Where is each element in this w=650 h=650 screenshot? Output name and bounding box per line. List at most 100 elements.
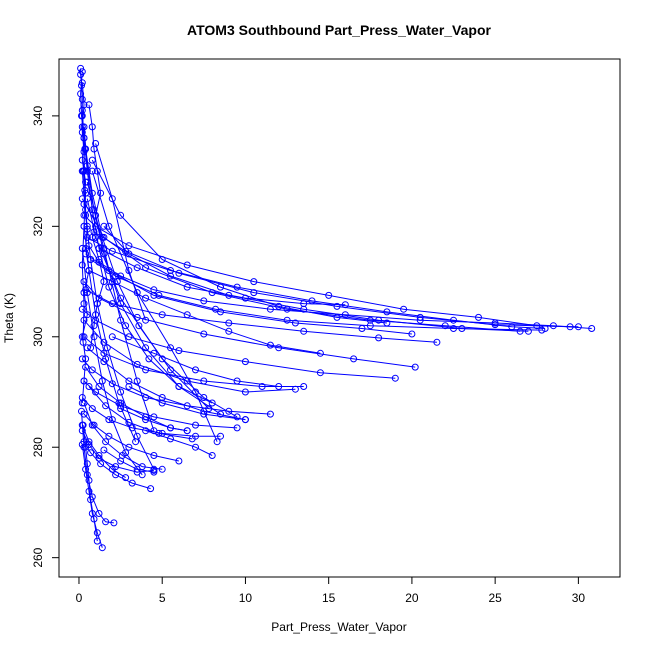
data-point <box>300 327 308 335</box>
data-point <box>208 452 216 459</box>
data-point <box>300 383 308 390</box>
data-point <box>83 311 91 319</box>
data-point <box>241 294 249 302</box>
series-line <box>95 143 147 321</box>
series-line <box>88 270 321 354</box>
data-point <box>135 322 143 330</box>
data-point <box>433 338 441 346</box>
series-33 <box>82 145 213 413</box>
data-point <box>167 272 174 280</box>
series-line <box>86 181 155 431</box>
series-28 <box>78 421 130 482</box>
data-point <box>183 427 191 435</box>
data-point <box>192 421 199 429</box>
data-point <box>150 291 158 299</box>
series-line <box>81 424 126 479</box>
data-point <box>158 355 166 363</box>
series-46 <box>142 427 216 459</box>
data-point <box>325 291 333 299</box>
data-point <box>105 432 113 440</box>
data-point <box>233 424 241 432</box>
data-point <box>475 313 482 321</box>
data-point <box>108 416 116 424</box>
data-point <box>192 443 199 451</box>
data-point <box>98 544 106 552</box>
data-point <box>291 385 299 393</box>
data-point <box>375 316 383 324</box>
data-point <box>85 476 93 484</box>
data-point <box>133 360 141 368</box>
data-point <box>145 355 153 363</box>
data-point <box>250 289 258 297</box>
series-line <box>103 449 154 473</box>
data-point <box>213 438 221 446</box>
data-point <box>108 333 116 341</box>
data-point <box>416 313 424 321</box>
data-point <box>383 308 391 316</box>
data-point <box>82 355 90 363</box>
data-point <box>208 399 216 407</box>
data-point <box>217 432 224 440</box>
data-point <box>90 515 98 523</box>
series-line <box>81 358 271 415</box>
data-point <box>125 267 133 274</box>
data-point <box>175 347 183 355</box>
data-point <box>316 349 324 357</box>
data-point <box>175 269 183 277</box>
data-point <box>78 156 86 164</box>
data-point <box>128 479 136 487</box>
data-point <box>85 487 93 495</box>
data-point <box>117 211 125 219</box>
data-point <box>117 300 125 308</box>
data-point <box>225 327 233 335</box>
series-13 <box>80 438 155 493</box>
data-point <box>93 537 101 545</box>
data-point <box>88 421 96 429</box>
data-point <box>90 322 98 330</box>
data-point <box>79 338 87 346</box>
series-line <box>83 281 416 368</box>
series-38 <box>90 228 574 331</box>
data-point <box>97 189 105 197</box>
series-29 <box>88 156 391 327</box>
data-point <box>78 123 86 131</box>
data-point <box>80 222 88 230</box>
x-tick-label: 10 <box>239 591 253 605</box>
data-point <box>117 405 125 413</box>
data-point <box>125 383 133 390</box>
series-1 <box>80 211 582 331</box>
data-point <box>117 272 125 280</box>
x-tick-label: 20 <box>405 591 419 605</box>
data-point <box>108 465 116 473</box>
data-point <box>142 344 150 352</box>
series-line <box>90 259 542 331</box>
x-tick-label: 15 <box>322 591 336 605</box>
x-tick-label: 0 <box>76 591 83 605</box>
data-point <box>275 302 283 310</box>
data-point <box>241 416 249 424</box>
series-line <box>83 214 579 328</box>
data-point <box>175 457 183 465</box>
data-point <box>225 407 233 415</box>
data-point <box>366 322 374 330</box>
data-point <box>566 323 574 331</box>
data-point <box>450 325 457 332</box>
data-point <box>80 200 88 208</box>
data-point <box>78 261 86 269</box>
data-point <box>142 416 150 424</box>
data-point <box>82 178 90 186</box>
data-point <box>142 294 150 302</box>
data-point <box>88 405 96 413</box>
data-point <box>87 449 95 457</box>
series-0 <box>77 64 596 332</box>
y-tick-label: 300 <box>31 326 45 346</box>
data-point <box>78 421 86 429</box>
data-point <box>574 323 582 331</box>
series-line <box>112 336 279 387</box>
series-line <box>88 104 105 348</box>
series-line <box>85 289 437 343</box>
data-point <box>133 264 141 272</box>
series-line <box>86 347 246 421</box>
data-point <box>85 101 93 109</box>
data-point <box>100 446 108 454</box>
